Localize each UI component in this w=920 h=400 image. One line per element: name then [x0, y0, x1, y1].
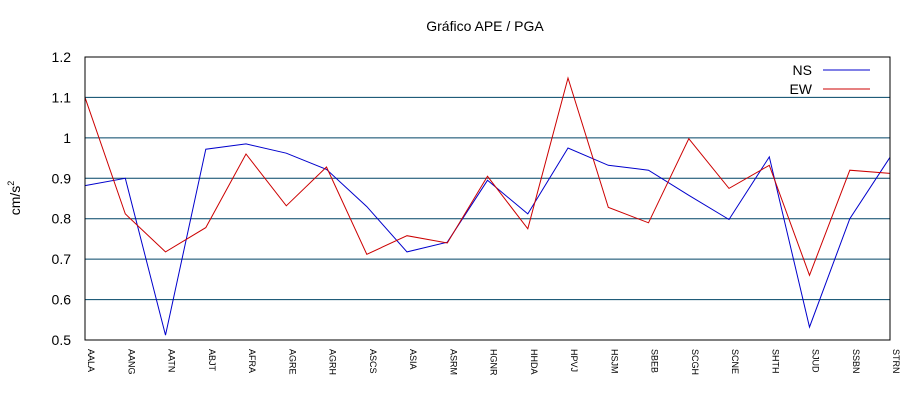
x-tick-label: HPVJ — [569, 349, 579, 372]
x-tick-label: ASCS — [368, 349, 378, 374]
y-tick-label: 0.8 — [52, 211, 72, 227]
y-tick-label: 0.5 — [52, 332, 72, 348]
legend-label-ns: NS — [793, 62, 812, 78]
x-tick-label: SSBN — [851, 349, 861, 374]
plot-frame — [84, 56, 891, 341]
y-tick-label: 1 — [63, 130, 71, 146]
x-tick-label: HHDA — [529, 349, 539, 375]
gridlines — [85, 96, 890, 301]
series-lines — [84, 76, 891, 336]
x-tick-label: ABJT — [207, 349, 217, 372]
x-tick-label: AGRH — [328, 349, 338, 375]
series-line-ew — [84, 76, 891, 277]
x-tick-label: SCGH — [690, 349, 700, 375]
x-tick-label: AFRA — [247, 349, 257, 373]
y-tick-label: 1.1 — [52, 89, 72, 105]
y-tick-label: 0.7 — [52, 251, 72, 267]
x-tick-label: HGNR — [489, 349, 499, 376]
x-tick-label: AATN — [167, 349, 177, 372]
y-tick-label: 1.2 — [52, 49, 72, 65]
x-tick-label: SCNE — [730, 349, 740, 374]
x-tick-label: ASIA — [408, 349, 418, 370]
x-tick-label: AALA — [86, 349, 96, 372]
y-axis-label: cm/s2 — [6, 181, 23, 216]
x-tick-label: AANG — [126, 349, 136, 375]
y-axis-ticks: 0.5 0.6 0.7 0.8 0.9 1 1.1 1.2 — [52, 49, 72, 348]
y-tick-label: 0.9 — [52, 170, 72, 186]
x-tick-label: SJUD — [811, 349, 821, 373]
chart-title: Gráfico APE / PGA — [426, 18, 544, 34]
x-tick-label: AGRE — [287, 349, 297, 375]
series-line-ns — [84, 143, 891, 336]
x-tick-label: ASRM — [448, 349, 458, 375]
y-tick-label: 0.6 — [52, 292, 72, 308]
legend: NS EW — [789, 62, 870, 97]
x-tick-label: SBEB — [650, 349, 660, 373]
x-axis-ticks: AALA AANG AATN ABJT AFRA AGRE AGRH ASCS ASIA ASRM… — [86, 349, 901, 376]
x-tick-label: STRN — [891, 349, 901, 374]
x-tick-label: SHTH — [770, 349, 780, 374]
y-axis-label-superscript: 2 — [6, 181, 16, 186]
legend-label-ew: EW — [789, 81, 812, 97]
x-tick-label: HSJM — [609, 349, 619, 374]
